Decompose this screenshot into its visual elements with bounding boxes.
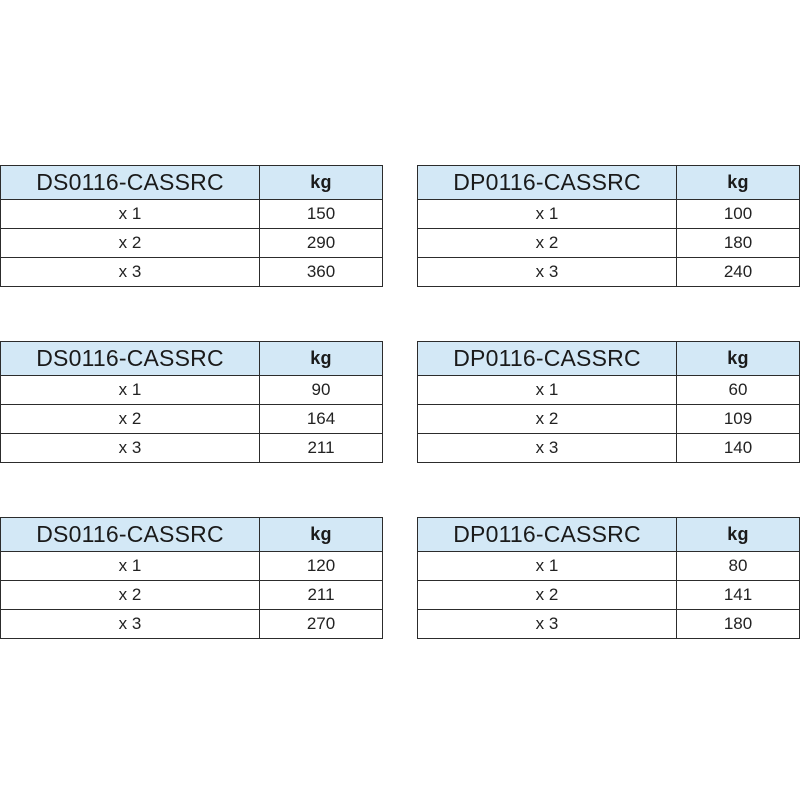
model-header: DS0116-CASSRC <box>0 341 260 376</box>
value-cell: 240 <box>676 257 800 287</box>
table-header-row: DP0116-CASSRC kg <box>417 165 800 200</box>
unit-header: kg <box>676 165 800 200</box>
quantity-cell: x 2 <box>0 228 260 258</box>
value-cell: 150 <box>259 199 383 229</box>
quantity-cell: x 1 <box>0 375 260 405</box>
table-row: x 1 60 <box>417 375 800 405</box>
table-row: x 3 360 <box>0 257 383 287</box>
model-header: DS0116-CASSRC <box>0 165 260 200</box>
load-table: DS0116-CASSRC kg x 1 120 x 2 211 x 3 270 <box>0 517 383 639</box>
quantity-cell: x 3 <box>0 609 260 639</box>
quantity-cell: x 3 <box>0 257 260 287</box>
load-table: DP0116-CASSRC kg x 1 80 x 2 141 x 3 180 <box>417 517 800 639</box>
value-cell: 100 <box>676 199 800 229</box>
table-row: x 1 100 <box>417 199 800 229</box>
load-table: DP0116-CASSRC kg x 1 100 x 2 180 x 3 240 <box>417 165 800 287</box>
table-row: x 2 109 <box>417 404 800 434</box>
value-cell: 90 <box>259 375 383 405</box>
table-row: x 2 141 <box>417 580 800 610</box>
table-header-row: DS0116-CASSRC kg <box>0 165 383 200</box>
table-row: x 3 180 <box>417 609 800 639</box>
value-cell: 290 <box>259 228 383 258</box>
table-header-row: DS0116-CASSRC kg <box>0 341 383 376</box>
table-row: x 1 120 <box>0 551 383 581</box>
quantity-cell: x 1 <box>0 551 260 581</box>
quantity-cell: x 2 <box>0 404 260 434</box>
model-header: DP0116-CASSRC <box>417 517 677 552</box>
unit-header: kg <box>259 341 383 376</box>
table-row: x 1 90 <box>0 375 383 405</box>
load-table: DS0116-CASSRC kg x 1 90 x 2 164 x 3 211 <box>0 341 383 463</box>
quantity-cell: x 3 <box>417 433 677 463</box>
value-cell: 180 <box>676 609 800 639</box>
quantity-cell: x 3 <box>417 609 677 639</box>
table-row: x 1 80 <box>417 551 800 581</box>
quantity-cell: x 2 <box>417 580 677 610</box>
value-cell: 270 <box>259 609 383 639</box>
table-header-row: DS0116-CASSRC kg <box>0 517 383 552</box>
table-row: x 3 240 <box>417 257 800 287</box>
table-row: x 3 140 <box>417 433 800 463</box>
value-cell: 60 <box>676 375 800 405</box>
table-row: x 2 180 <box>417 228 800 258</box>
quantity-cell: x 2 <box>417 404 677 434</box>
quantity-cell: x 3 <box>0 433 260 463</box>
model-header: DS0116-CASSRC <box>0 517 260 552</box>
quantity-cell: x 1 <box>0 199 260 229</box>
quantity-cell: x 2 <box>417 228 677 258</box>
value-cell: 80 <box>676 551 800 581</box>
table-row: x 2 290 <box>0 228 383 258</box>
quantity-cell: x 1 <box>417 375 677 405</box>
value-cell: 164 <box>259 404 383 434</box>
table-header-row: DP0116-CASSRC kg <box>417 517 800 552</box>
unit-header: kg <box>259 517 383 552</box>
value-cell: 211 <box>259 433 383 463</box>
value-cell: 141 <box>676 580 800 610</box>
table-row: x 2 164 <box>0 404 383 434</box>
table-row: x 3 211 <box>0 433 383 463</box>
table-header-row: DP0116-CASSRC kg <box>417 341 800 376</box>
quantity-cell: x 2 <box>0 580 260 610</box>
quantity-cell: x 1 <box>417 199 677 229</box>
model-header: DP0116-CASSRC <box>417 165 677 200</box>
value-cell: 360 <box>259 257 383 287</box>
unit-header: kg <box>676 517 800 552</box>
model-header: DP0116-CASSRC <box>417 341 677 376</box>
table-row: x 1 150 <box>0 199 383 229</box>
quantity-cell: x 1 <box>417 551 677 581</box>
value-cell: 109 <box>676 404 800 434</box>
value-cell: 211 <box>259 580 383 610</box>
unit-header: kg <box>259 165 383 200</box>
value-cell: 140 <box>676 433 800 463</box>
load-table: DS0116-CASSRC kg x 1 150 x 2 290 x 3 360 <box>0 165 383 287</box>
unit-header: kg <box>676 341 800 376</box>
value-cell: 120 <box>259 551 383 581</box>
value-cell: 180 <box>676 228 800 258</box>
table-row: x 2 211 <box>0 580 383 610</box>
quantity-cell: x 3 <box>417 257 677 287</box>
table-row: x 3 270 <box>0 609 383 639</box>
load-table: DP0116-CASSRC kg x 1 60 x 2 109 x 3 140 <box>417 341 800 463</box>
